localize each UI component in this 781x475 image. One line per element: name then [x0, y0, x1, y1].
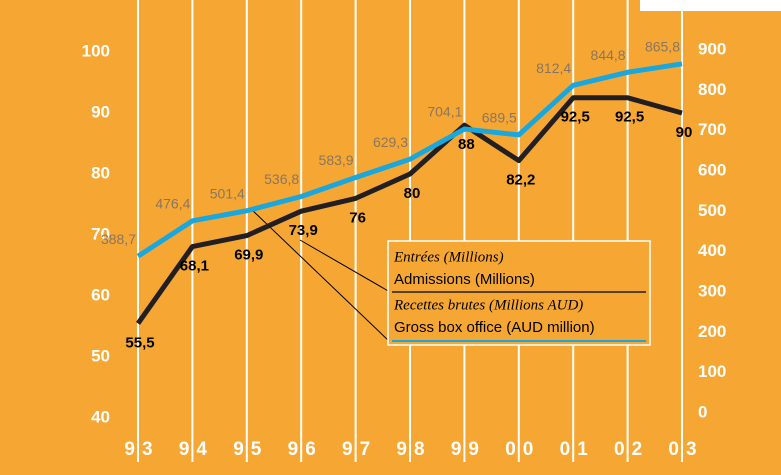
data-label: 536,8	[264, 171, 299, 187]
series-line	[135, 95, 683, 325]
data-label: 388,7	[101, 231, 136, 247]
x-tick-label: 03	[668, 439, 703, 460]
data-label: 629,3	[373, 134, 408, 150]
data-label: 583,9	[319, 152, 354, 168]
data-label: 501,4	[210, 185, 245, 201]
data-label: 68,1	[180, 258, 209, 275]
y2-tick-label: 400	[698, 241, 726, 260]
data-label: 92,5	[615, 109, 644, 126]
y-tick-label: 60	[91, 285, 110, 304]
y-tick-label: 80	[91, 163, 110, 182]
data-label: 812,4	[536, 60, 571, 76]
y-tick-label: 100	[82, 41, 110, 60]
data-label: 73,9	[289, 222, 318, 239]
grid	[137, 0, 683, 462]
data-label: 90	[676, 124, 693, 141]
legend-label-fr: Recettes brutes (Millions AUD)	[393, 297, 583, 313]
y2-tick-label: 800	[698, 80, 726, 99]
y2-tick-label: 700	[698, 120, 726, 139]
data-label: 88	[458, 136, 475, 153]
y-tick-label: 40	[91, 407, 110, 426]
leader-line	[249, 207, 391, 343]
y2-tick-label: 500	[698, 201, 726, 220]
data-label: 689,5	[482, 110, 517, 126]
series-line	[136, 61, 683, 259]
x-tick-label: 94	[179, 439, 214, 460]
legend: Entrées (Millions) Admissions (Millions)…	[249, 207, 651, 346]
y2-tick-label: 600	[698, 160, 726, 179]
y-tick-label: 90	[91, 102, 110, 121]
data-label: 865,8	[645, 38, 680, 54]
x-tick-label: 99	[451, 439, 486, 460]
y2-tick-label: 0	[698, 402, 707, 421]
x-tick-label: 02	[614, 439, 649, 460]
x-tick-label: 96	[288, 439, 323, 460]
legend-box	[387, 240, 651, 346]
x-tick-label: 00	[505, 439, 540, 460]
x-tick-label: 01	[560, 439, 595, 460]
data-label: 69,9	[234, 247, 263, 264]
x-tick-label: 98	[396, 439, 431, 460]
data-label: 92,5	[561, 109, 590, 126]
y-tick-label: 70	[91, 224, 110, 243]
data-label: 704,1	[427, 104, 462, 120]
top-strip	[640, 0, 781, 11]
x-tick-label: 95	[233, 439, 268, 460]
leader-line	[299, 239, 391, 293]
legend-label-fr: Entrées (Millions)	[393, 249, 504, 265]
y2-tick-label: 900	[698, 39, 726, 58]
data-label: 76	[349, 209, 366, 226]
y2-tick-label: 300	[698, 281, 726, 300]
data-label: 476,4	[155, 196, 190, 212]
y-tick-label: 50	[91, 346, 110, 365]
data-label: 82,2	[506, 172, 535, 189]
data-label: 80	[404, 185, 421, 202]
y2-tick-label: 100	[698, 362, 726, 381]
data-label: 55,5	[125, 334, 154, 351]
legend-label: Gross box office (AUD million)	[394, 319, 595, 336]
y2-tick-label: 200	[698, 322, 726, 341]
x-tick-label: 97	[342, 439, 377, 460]
x-tick-label: 93	[124, 439, 159, 460]
legend-label: Admissions (Millions)	[394, 271, 535, 288]
data-label: 844,8	[591, 47, 626, 63]
